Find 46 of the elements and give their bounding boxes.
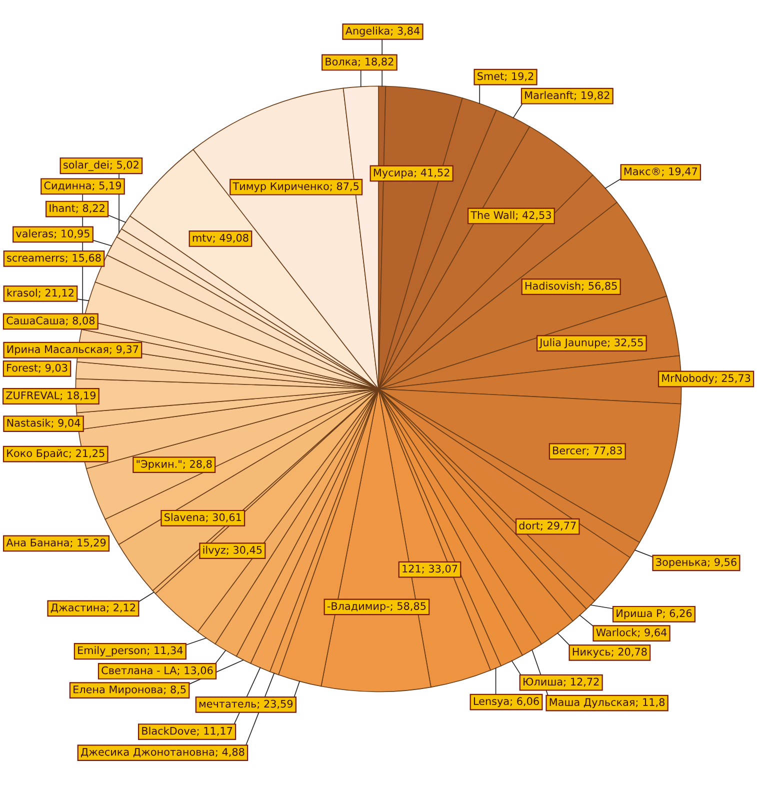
slice-label: BlackDove; 11,17: [142, 726, 232, 736]
slice-label: mtv; 49,08: [192, 234, 248, 243]
slice-label: Зоренька; 9,56: [656, 558, 736, 568]
slice-label: The Wall; 42,53: [470, 210, 551, 220]
slice-label: "Эркин."; 28,8: [136, 460, 212, 470]
slice-label: Ирина Масальская; 9,37: [7, 345, 138, 356]
slice-label: Warlock; 9,64: [596, 628, 667, 638]
slice-label: Emily_person; 11,34: [78, 646, 183, 656]
slice-label: Slavena; 30,61: [164, 513, 241, 522]
slice-label: Angelika; 3,84: [345, 26, 420, 37]
slice-label: Ана Банана; 15,29: [6, 538, 106, 548]
slice-label: Волка; 18,82: [326, 58, 394, 67]
slice-label: Ihant; 8,22: [50, 204, 104, 214]
slice-label: screamerrs; 15,68: [7, 254, 101, 263]
slice-label: Маша Дульская; 11,8: [550, 698, 665, 708]
slice-label: Юлиша; 12,72: [524, 678, 599, 687]
slice-label: 121; 33,07: [402, 564, 458, 574]
slice-label: Smet; 19,2: [478, 72, 534, 82]
slice-label: Коко Брайс; 21,25: [7, 449, 104, 460]
slice-label: Hadisovish; 56,85: [525, 282, 617, 291]
slice-label: krasol; 21,12: [7, 288, 74, 298]
slice-label: dort; 29,77: [519, 521, 576, 531]
slice-label: Forest; 9,03: [7, 364, 68, 373]
slice-label: ilvyz; 30,45: [203, 546, 262, 556]
slice-label: Мусира; 41,52: [374, 168, 450, 178]
slice-label: Marleanft; 19,82: [525, 91, 610, 100]
slice-label: valeras; 10,95: [16, 229, 90, 239]
slice-label: Bercer; 77,83: [553, 446, 622, 456]
slice-label: Елена Миронова; 8,5: [74, 685, 186, 696]
slice-label: MrNobody; 25,73: [662, 374, 750, 384]
slice-label: Lensya; 6,06: [474, 697, 539, 708]
slice-label: Джастина; 2,12: [50, 604, 136, 613]
slice-label: Nastasik; 9,04: [7, 418, 80, 428]
slice-label: Ириша Р; 6,26: [616, 609, 692, 620]
slice-label: solar_dei; 5,02: [64, 160, 138, 171]
slice-label: Светлана - LA; 13,06: [102, 666, 213, 676]
slice-label: Сидинна; 5,19: [44, 182, 122, 191]
slice-label: мечтатель; 23,59: [199, 700, 293, 709]
slice-label: Julia Jaunupe; 32,55: [539, 338, 643, 348]
slice-label: -Владимир-; 58,85: [327, 602, 426, 612]
slice-label: Тимур Кириченко; 87,5: [232, 182, 359, 192]
slice-label: СашаСаша; 8,08: [6, 316, 95, 326]
slice-label: Макс®; 19,47: [624, 167, 697, 176]
slice-label: ZUFREVAL; 18,19: [6, 391, 96, 400]
slice-label: Джесика Джонотановна; 4,88: [80, 748, 244, 758]
slice-label: Никусь; 20,78: [572, 648, 647, 658]
